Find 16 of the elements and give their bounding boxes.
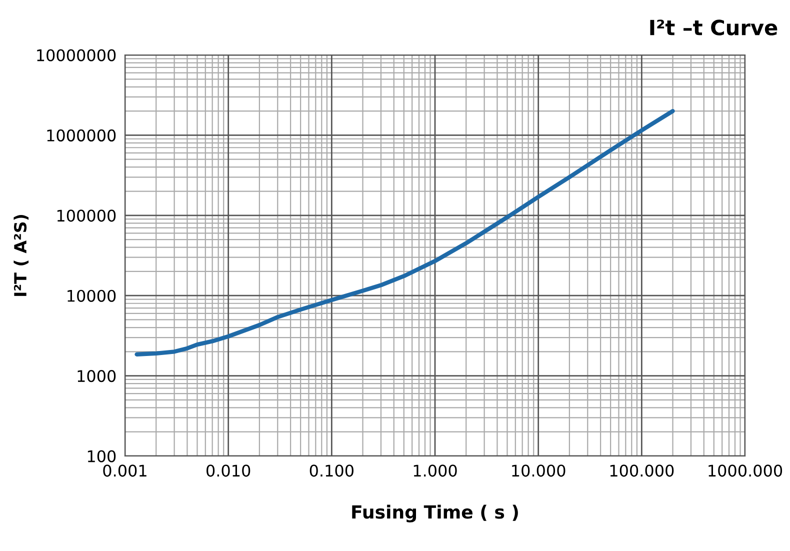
- y-tick-label: 10000: [68, 290, 116, 302]
- x-tick-label: 1000.000: [708, 464, 782, 477]
- x-tick-label: 100.000: [610, 464, 674, 477]
- x-tick-label: 1.000: [414, 464, 457, 477]
- x-tick-label: 10.000: [512, 464, 566, 477]
- x-tick-label: 0.100: [310, 464, 354, 477]
- y-tick-label: 100: [88, 450, 116, 462]
- y-tick-label: 10000000: [37, 49, 116, 62]
- x-tick-label: 0.010: [206, 464, 250, 477]
- x-tick-label: 0.001: [103, 464, 146, 477]
- y-tick-label: 100000: [57, 210, 116, 222]
- y-axis-title: I²T ( A²S): [14, 214, 29, 296]
- x-axis-title: Fusing Time ( s ): [352, 504, 518, 522]
- y-tick-label: 1000000: [47, 129, 116, 142]
- chart-title: I²t –t Curve: [650, 20, 778, 36]
- y-tick-label: 1000: [78, 370, 116, 382]
